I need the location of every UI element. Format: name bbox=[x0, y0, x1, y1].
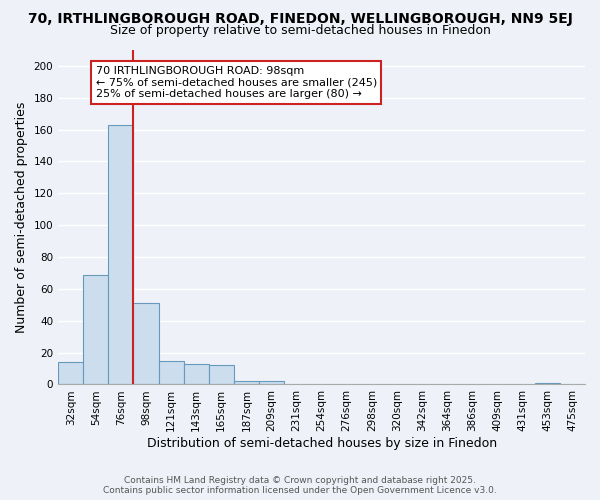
Bar bbox=[109, 125, 133, 384]
Text: 70 IRTHLINGBOROUGH ROAD: 98sqm
← 75% of semi-detached houses are smaller (245)
2: 70 IRTHLINGBOROUGH ROAD: 98sqm ← 75% of … bbox=[96, 66, 377, 99]
Y-axis label: Number of semi-detached properties: Number of semi-detached properties bbox=[15, 102, 28, 333]
Bar bbox=[158, 360, 184, 384]
Bar bbox=[259, 382, 284, 384]
Bar bbox=[535, 383, 560, 384]
Bar bbox=[209, 366, 234, 384]
Text: Contains HM Land Registry data © Crown copyright and database right 2025.
Contai: Contains HM Land Registry data © Crown c… bbox=[103, 476, 497, 495]
X-axis label: Distribution of semi-detached houses by size in Finedon: Distribution of semi-detached houses by … bbox=[146, 437, 497, 450]
Text: Size of property relative to semi-detached houses in Finedon: Size of property relative to semi-detach… bbox=[110, 24, 490, 37]
Text: 70, IRTHLINGBOROUGH ROAD, FINEDON, WELLINGBOROUGH, NN9 5EJ: 70, IRTHLINGBOROUGH ROAD, FINEDON, WELLI… bbox=[28, 12, 572, 26]
Bar bbox=[58, 362, 83, 384]
Bar bbox=[184, 364, 209, 384]
Bar bbox=[133, 303, 158, 384]
Bar bbox=[83, 274, 109, 384]
Bar bbox=[234, 382, 259, 384]
